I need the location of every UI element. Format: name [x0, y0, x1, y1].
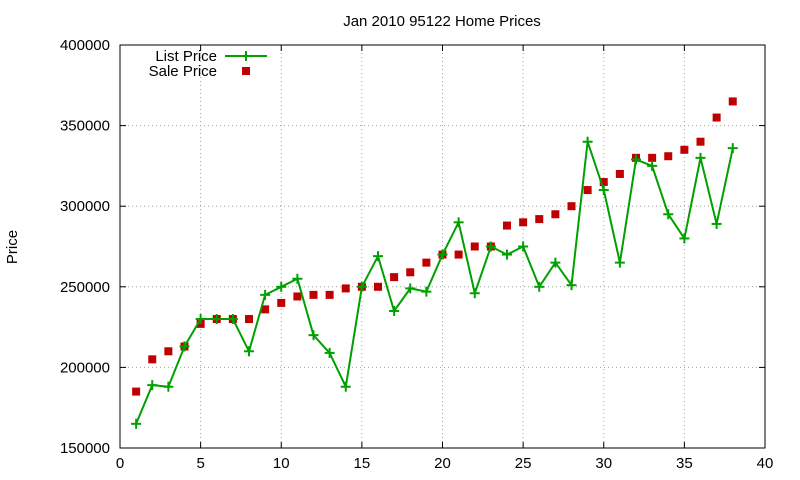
- list-price-point-12: [308, 330, 319, 341]
- x-tick-label-8: 40: [757, 455, 774, 472]
- sale-price-point-30: [599, 178, 608, 187]
- list-price-point-6: [211, 314, 222, 325]
- x-tick-label-2: 10: [273, 455, 290, 472]
- sale-price-point-1: [132, 387, 141, 396]
- y-tick-label-4: 350000: [60, 118, 110, 135]
- x-tick-label-5: 25: [515, 455, 532, 472]
- list-price-point-29: [582, 136, 593, 147]
- y-tick-label-5: 400000: [60, 37, 110, 54]
- list-price-point-3: [163, 381, 174, 392]
- series-layer: [131, 97, 738, 429]
- sale-price-point-29: [583, 186, 592, 195]
- y-tick-label-1: 200000: [60, 359, 110, 376]
- sale-price-point-37: [712, 113, 721, 122]
- list-price-point-18: [405, 283, 416, 294]
- list-price-point-32: [631, 154, 641, 165]
- list-price-point-22: [469, 288, 480, 299]
- x-tick-label-0: 0: [116, 455, 124, 472]
- sale-price-point-2: [148, 355, 157, 364]
- sale-price-point-14: [341, 284, 350, 293]
- sale-price-point-22: [470, 242, 479, 251]
- sale-price-point-27: [551, 210, 560, 219]
- x-tick-label-4: 20: [434, 455, 451, 472]
- sale-price-point-19: [422, 258, 431, 267]
- sale-price-point-10: [277, 298, 286, 307]
- list-price-point-35: [679, 233, 690, 244]
- sale-price-point-3: [164, 347, 173, 356]
- y-tick-label-0: 150000: [60, 440, 110, 457]
- list-price-point-26: [534, 281, 545, 292]
- sale-price-point-25: [519, 218, 528, 227]
- legend: List Price Sale Price: [149, 48, 267, 80]
- list-price-point-13: [324, 347, 335, 358]
- sale-price-point-12: [309, 290, 318, 299]
- list-price-point-17: [389, 305, 400, 316]
- sale-price-point-36: [696, 137, 705, 146]
- sale-price-point-9: [261, 305, 270, 314]
- list-price-point-19: [421, 286, 432, 297]
- sale-price-point-34: [664, 152, 673, 161]
- list-price-point-24: [502, 249, 512, 260]
- legend-label-sale-price: Sale Price: [149, 63, 217, 80]
- sale-price-point-24: [503, 221, 511, 230]
- list-price-point-37: [711, 218, 722, 229]
- sale-price-point-8: [245, 315, 253, 324]
- legend-label-list-price: List Price: [155, 48, 217, 65]
- list-price-point-14: [340, 381, 351, 392]
- y-tick-label-3: 300000: [60, 198, 110, 215]
- sale-price-point-31: [615, 169, 624, 178]
- list-price-point-27: [550, 257, 561, 268]
- sale-price-point-16: [374, 282, 382, 291]
- list-price-point-38: [727, 143, 738, 154]
- list-price-point-2: [147, 380, 158, 391]
- list-price-point-9: [260, 289, 271, 300]
- x-tick-label-6: 30: [595, 455, 612, 472]
- sale-price-point-26: [535, 215, 544, 224]
- x-tick-label-3: 15: [354, 455, 371, 472]
- x-tick-label-7: 35: [676, 455, 693, 472]
- list-price-point-7: [227, 314, 238, 325]
- list-price-point-31: [614, 257, 625, 268]
- y-axis-label: Price: [4, 230, 21, 264]
- list-price-point-16: [373, 251, 383, 262]
- legend-marker-sale-price: [242, 67, 250, 75]
- sale-price-point-13: [325, 290, 334, 299]
- list-price-point-8: [244, 346, 254, 357]
- grid: [120, 45, 765, 448]
- legend-marker-list-price: [241, 51, 251, 61]
- list-price-point-1: [131, 418, 142, 429]
- list-price-point-36: [695, 152, 706, 163]
- chart-title: Jan 2010 95122 Home Prices: [343, 13, 541, 30]
- list-price-point-15: [356, 281, 367, 292]
- y-tick-label-2: 250000: [60, 279, 110, 296]
- list-price-point-11: [292, 273, 303, 284]
- list-price-point-20: [437, 249, 448, 260]
- tick-labels: 0 5 10 15 20 25 30 35 40 150000 200000 250000 300000…: [60, 37, 773, 472]
- list-price-point-25: [518, 241, 529, 252]
- x-tick-label-1: 5: [196, 455, 204, 472]
- sale-price-point-18: [406, 268, 415, 277]
- list-price-point-33: [647, 160, 658, 171]
- sale-price-point-33: [648, 153, 657, 162]
- list-price-point-28: [566, 280, 577, 291]
- list-price-point-10: [276, 281, 287, 292]
- list-price-point-4: [179, 341, 190, 352]
- list-price-point-23: [485, 241, 496, 252]
- ticks: [119, 44, 766, 449]
- list-price-point-5: [195, 314, 206, 325]
- list-price-point-21: [453, 217, 464, 228]
- sale-price-point-11: [293, 292, 302, 301]
- sale-price-point-38: [728, 97, 737, 106]
- sale-price-point-17: [390, 273, 399, 282]
- list-price-point-34: [663, 209, 674, 220]
- sale-price-point-35: [680, 145, 689, 154]
- sale-price-point-21: [454, 250, 463, 259]
- sale-price-point-28: [567, 202, 576, 211]
- list-price-point-30: [598, 185, 609, 196]
- list-price-line: [135, 141, 734, 425]
